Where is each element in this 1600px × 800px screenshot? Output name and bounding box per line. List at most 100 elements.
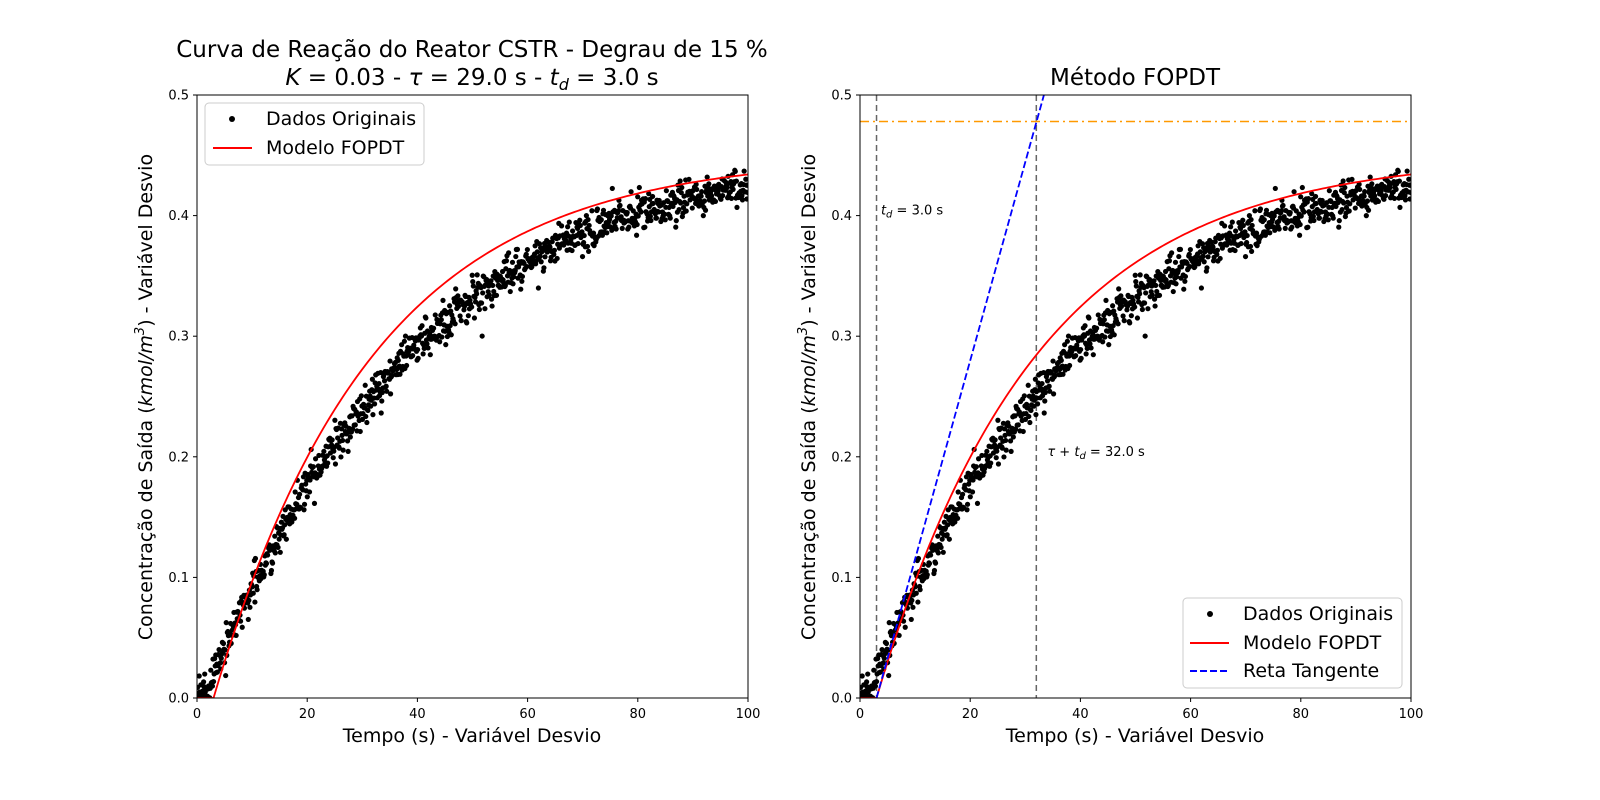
data-point: [569, 247, 575, 254]
data-point: [220, 640, 227, 647]
data-point: [1311, 217, 1317, 224]
data-point: [401, 338, 407, 344]
y-tick-label: 0.3: [831, 330, 852, 345]
data-point: [307, 477, 313, 483]
data-point: [306, 489, 313, 495]
data-point: [316, 452, 322, 459]
data-point: [296, 491, 303, 497]
data-point: [1296, 232, 1303, 238]
data-point: [1086, 315, 1092, 321]
data-point: [469, 304, 475, 310]
data-point: [252, 555, 259, 562]
data-point: [1246, 213, 1252, 219]
data-point: [967, 494, 973, 500]
data-point: [1312, 193, 1319, 200]
data-point: [1298, 194, 1304, 200]
data-point: [1187, 246, 1193, 253]
data-point: [1276, 226, 1282, 232]
data-point: [955, 489, 961, 495]
data-point: [663, 188, 669, 194]
data-point: [628, 189, 634, 195]
data-point: [1078, 346, 1084, 353]
y-tick-label: 0.1: [831, 571, 852, 586]
left-axes-frame: [196, 94, 749, 699]
annotation-tau-symbol: τ: [1047, 445, 1055, 460]
data-point: [585, 217, 591, 223]
data-point: [1375, 198, 1382, 205]
data-point: [357, 428, 363, 435]
data-point: [1244, 232, 1250, 239]
data-point: [1387, 185, 1393, 191]
data-point: [678, 189, 684, 196]
data-point: [1201, 259, 1207, 265]
data-point: [999, 445, 1005, 451]
data-point: [347, 434, 353, 440]
data-point: [277, 549, 283, 555]
data-point: [1153, 282, 1159, 288]
data-point: [506, 250, 512, 256]
data-point: [509, 259, 516, 265]
data-point: [647, 213, 653, 219]
data-point: [1352, 205, 1358, 211]
data-point: [1142, 300, 1148, 306]
data-point: [510, 281, 516, 287]
data-point: [649, 193, 656, 200]
data-point: [964, 501, 971, 507]
data-point: [503, 258, 510, 264]
data-point: [886, 620, 892, 626]
data-point: [301, 507, 307, 513]
data-point: [254, 587, 260, 593]
data-point: [336, 445, 342, 451]
data-point: [1319, 197, 1325, 204]
series-modelo-fopdt-line: [860, 173, 1411, 698]
data-point: [488, 278, 494, 284]
x-tick-label: 60: [519, 707, 536, 722]
data-point: [1078, 355, 1084, 361]
data-point: [1026, 413, 1032, 420]
data-point: [1152, 303, 1158, 309]
data-point: [376, 380, 382, 387]
data-point: [1176, 253, 1182, 260]
data-point: [928, 552, 934, 558]
data-point: [1397, 204, 1403, 210]
data-point: [493, 292, 500, 298]
data-point: [438, 317, 444, 323]
data-point: [970, 477, 976, 483]
data-point: [1137, 291, 1143, 297]
data-point: [519, 273, 526, 280]
data-point: [1195, 243, 1201, 249]
data-point: [1021, 393, 1027, 399]
data-point: [440, 297, 446, 303]
data-point: [415, 346, 421, 353]
data-point: [1362, 189, 1368, 195]
data-point: [1128, 313, 1134, 319]
data-point: [1408, 190, 1411, 196]
x-tick-label: 100: [736, 707, 761, 722]
data-point: [364, 419, 370, 426]
data-point: [935, 550, 941, 556]
data-point: [679, 184, 685, 191]
data-point: [1242, 253, 1249, 260]
data-point: [340, 437, 346, 444]
data-point: [352, 422, 358, 428]
right-ylabel-unit: kmol/m: [798, 335, 820, 406]
right-legend-label-tangente: Reta Tangente: [1243, 660, 1379, 682]
data-point: [474, 291, 480, 297]
data-point: [1047, 388, 1053, 394]
data-point: [369, 376, 375, 382]
data-point: [1137, 272, 1143, 278]
data-point: [385, 370, 391, 376]
data-point: [541, 265, 547, 271]
data-point: [959, 491, 966, 497]
data-point: [551, 251, 557, 258]
data-point: [479, 300, 485, 306]
data-point: [579, 253, 586, 260]
series-dados-originais: [197, 167, 748, 698]
data-point: [676, 206, 682, 213]
data-point: [577, 222, 583, 229]
data-point: [1050, 391, 1057, 397]
data-point: [673, 224, 679, 230]
data-point: [700, 213, 706, 219]
x-tick-label: 0: [193, 707, 201, 722]
data-point: [1120, 313, 1126, 319]
